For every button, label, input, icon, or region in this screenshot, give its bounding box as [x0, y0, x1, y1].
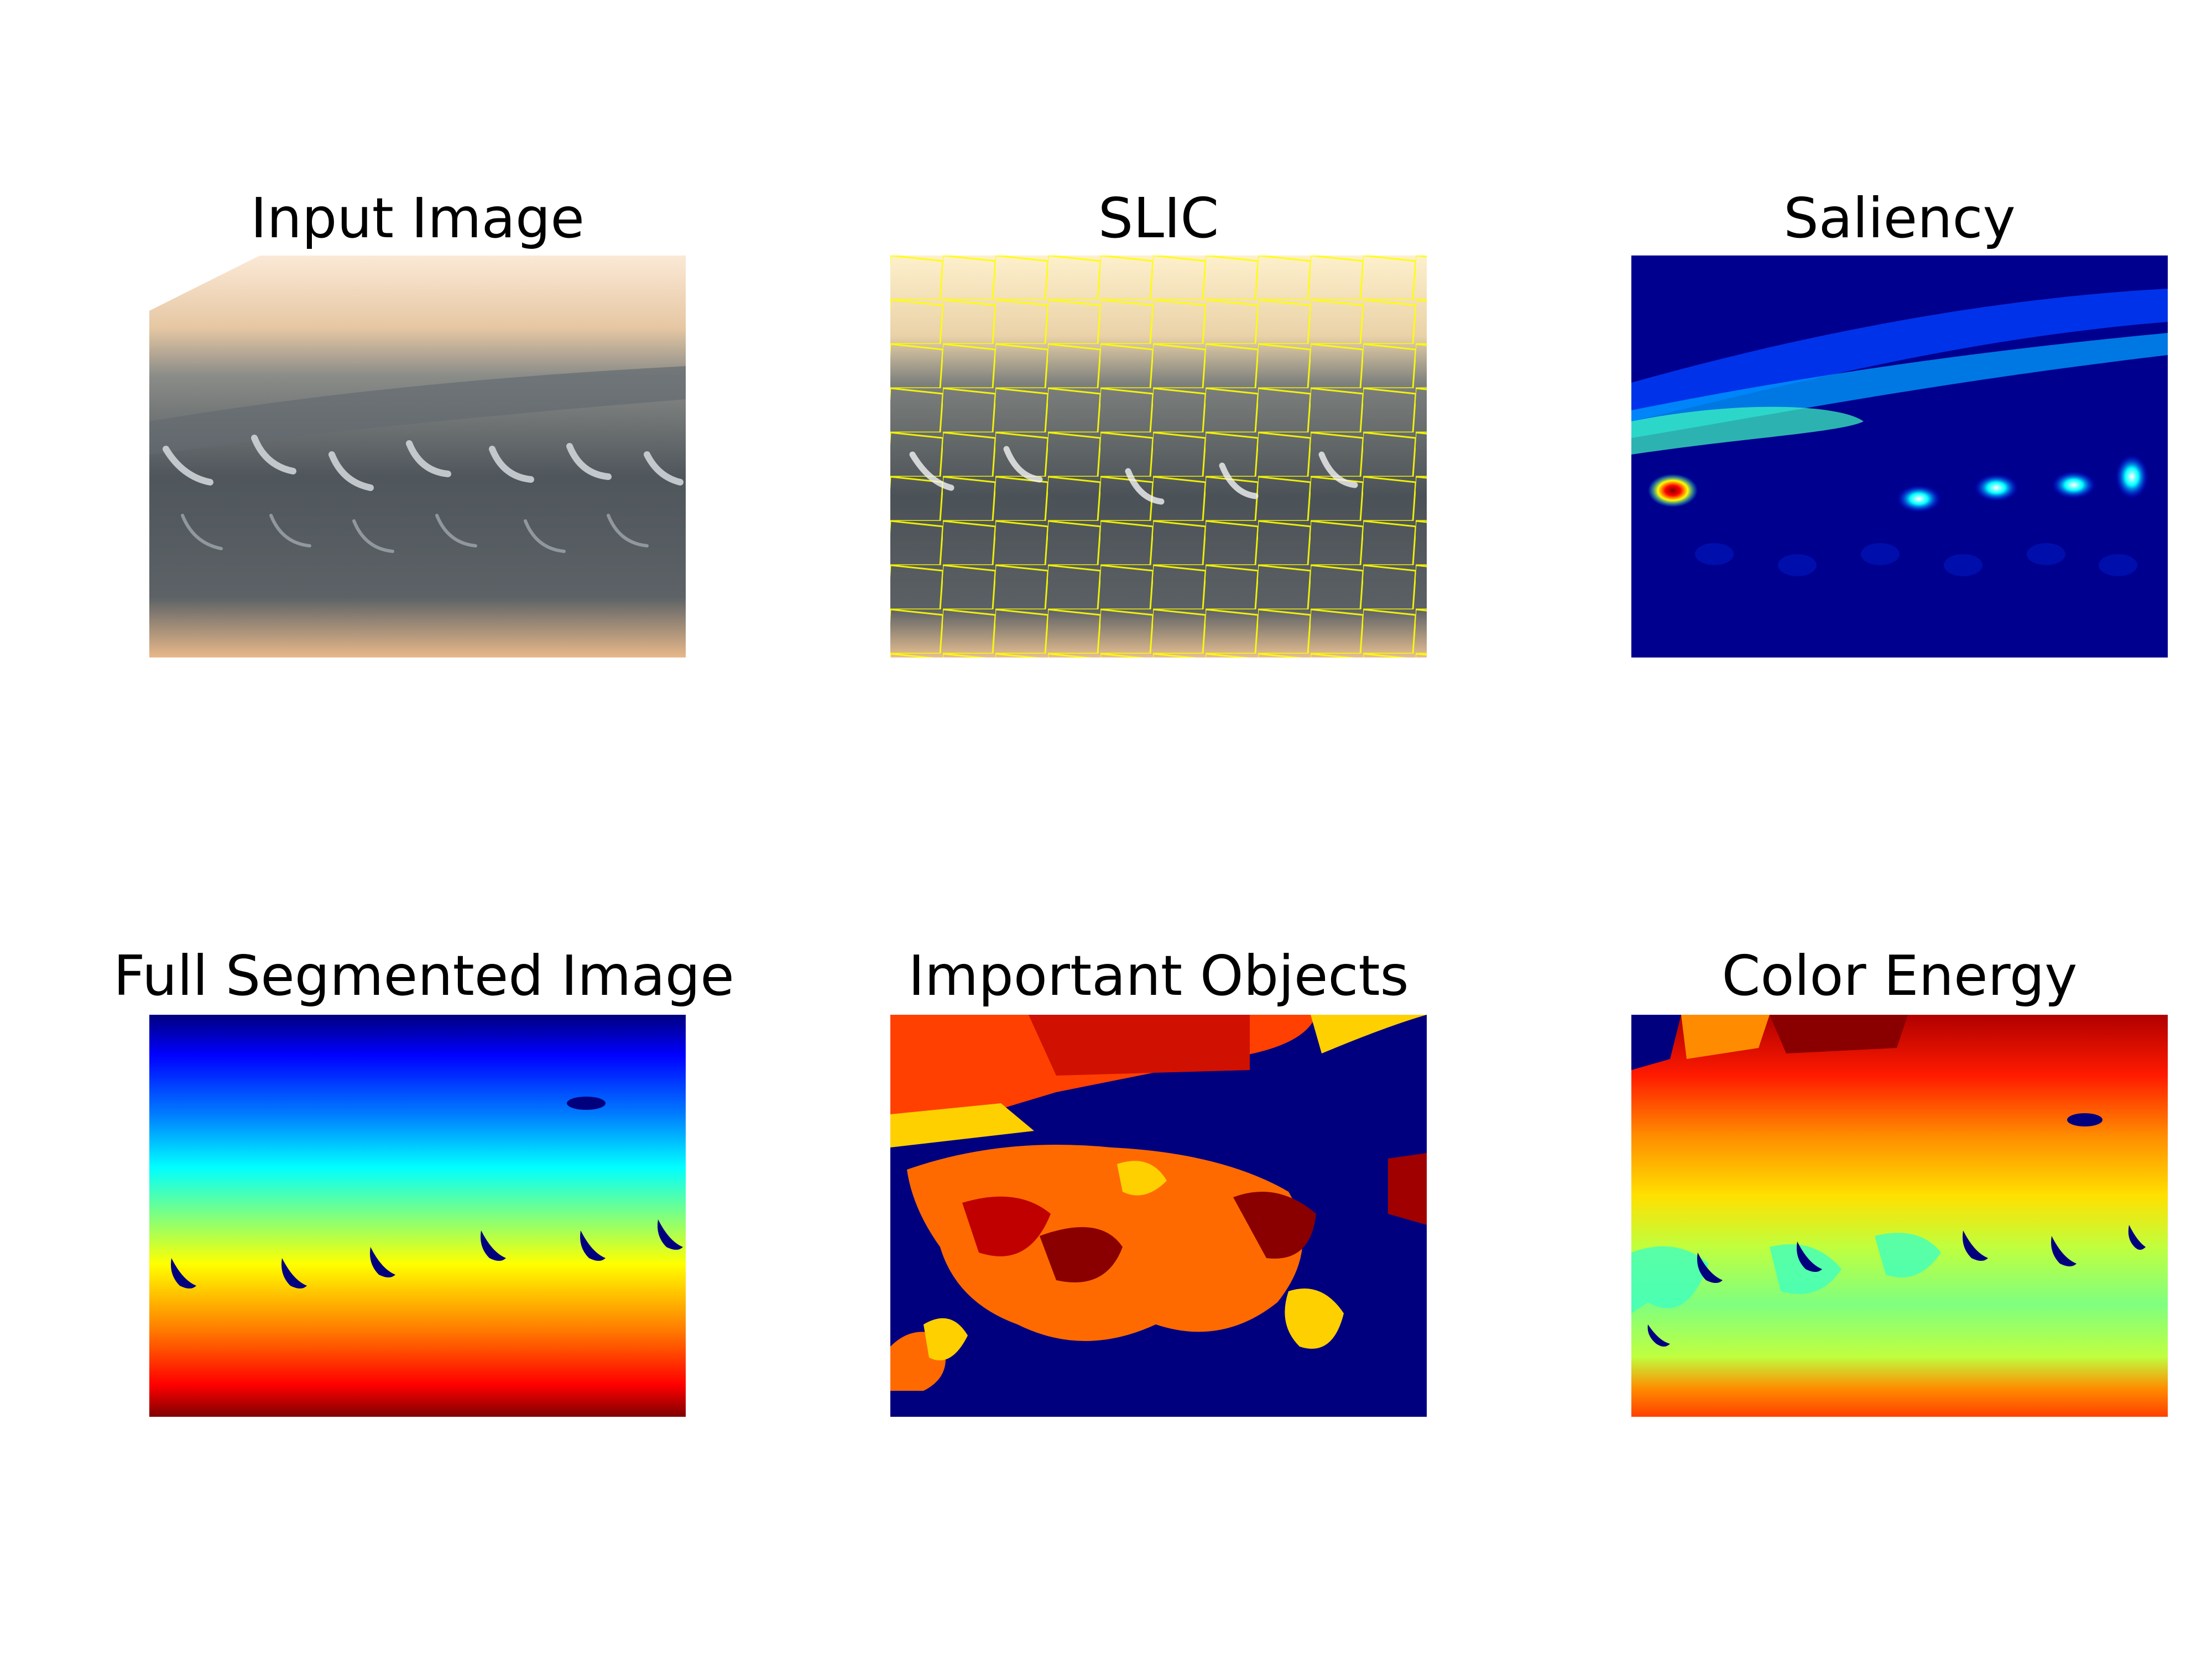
full-segmented-image	[149, 1015, 686, 1417]
slic-image	[890, 255, 1427, 658]
panel-title-saliency: Saliency	[1783, 186, 2016, 251]
full-segmented-graphic	[149, 1015, 686, 1417]
slic-graphic	[890, 255, 1427, 658]
panel-title-color-energy: Color Energy	[1721, 943, 2078, 1008]
saliency-graphic	[1631, 255, 2168, 658]
input-image	[149, 255, 686, 658]
color-energy-graphic	[1631, 1015, 2168, 1417]
panel-title-input-image: Input Image	[251, 186, 585, 251]
input-image-graphic	[149, 255, 686, 658]
important-objects-image	[890, 1015, 1427, 1417]
panel-title-slic: SLIC	[1098, 186, 1219, 251]
panel-title-important-objects: Important Objects	[908, 943, 1409, 1008]
saliency-map	[1631, 255, 2168, 658]
important-objects-graphic	[890, 1015, 1427, 1417]
panel-title-full-segmented-image: Full Segmented Image	[113, 943, 734, 1008]
color-energy-image	[1631, 1015, 2168, 1417]
